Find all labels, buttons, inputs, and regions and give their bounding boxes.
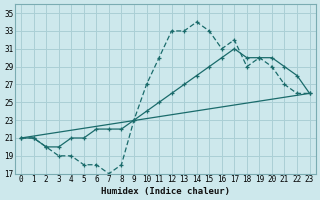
X-axis label: Humidex (Indice chaleur): Humidex (Indice chaleur): [101, 187, 230, 196]
